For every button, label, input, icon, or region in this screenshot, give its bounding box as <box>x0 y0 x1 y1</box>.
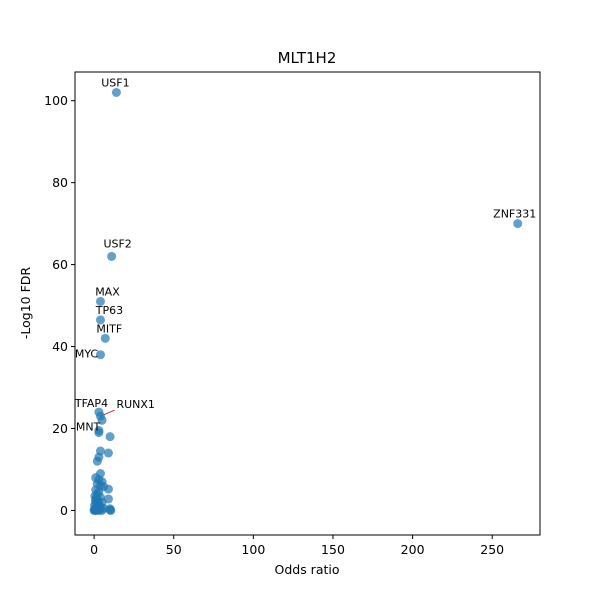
annotation-tfap4: TFAP4 <box>74 397 108 410</box>
data-point-max <box>95 296 105 306</box>
annotation-usf2: USF2 <box>103 237 131 250</box>
x-tick-label: 150 <box>321 542 345 557</box>
data-point-znf331 <box>513 219 523 229</box>
data-point-tfap4 <box>94 407 104 417</box>
data-point-mitf <box>100 333 110 343</box>
data-point <box>103 448 113 458</box>
annotation-znf331: ZNF331 <box>493 208 536 221</box>
data-point <box>105 432 115 442</box>
data-points <box>89 87 523 515</box>
chart-title: MLT1H2 <box>278 49 337 67</box>
point-annotations: USF1 ZNF331 USF2 MAX TP63 MITF MYC RUNX1 TFAP4 MN… <box>74 76 536 433</box>
y-tick-label: 40 <box>52 339 68 354</box>
data-point <box>103 484 113 494</box>
annotation-runx1: RUNX1 <box>116 398 154 411</box>
data-point-usf2 <box>107 251 117 261</box>
data-point <box>106 505 116 515</box>
data-point-usf1 <box>111 87 121 97</box>
data-point-mnt <box>94 426 104 436</box>
data-point <box>89 505 99 515</box>
y-axis-ticks: 0 20 40 60 80 100 <box>44 93 75 518</box>
y-tick-label: 60 <box>52 257 68 272</box>
annotation-tp63: TP63 <box>95 304 123 317</box>
y-tick-label: 0 <box>60 503 68 518</box>
x-tick-label: 50 <box>166 542 182 557</box>
x-axis-ticks: 0 50 100 150 200 250 <box>90 535 504 557</box>
annotation-usf1: USF1 <box>101 76 129 89</box>
annotation-max: MAX <box>95 285 120 298</box>
data-point-myc <box>95 350 105 360</box>
x-tick-label: 0 <box>90 542 98 557</box>
annotation-mitf: MITF <box>96 322 122 335</box>
data-point-tp63 <box>95 315 105 325</box>
y-tick-label: 100 <box>44 93 68 108</box>
plot-frame <box>74 71 541 536</box>
data-point <box>92 456 102 466</box>
y-tick-label: 80 <box>52 175 68 190</box>
annotation-mnt: MNT <box>76 421 101 434</box>
x-tick-label: 200 <box>401 542 425 557</box>
x-tick-label: 250 <box>480 542 504 557</box>
x-axis-label: Odds ratio <box>274 562 339 577</box>
annotation-myc: MYC <box>75 348 99 361</box>
x-tick-label: 100 <box>241 542 265 557</box>
y-tick-label: 20 <box>52 421 68 436</box>
y-axis-label: -Log10 FDR <box>18 267 33 340</box>
